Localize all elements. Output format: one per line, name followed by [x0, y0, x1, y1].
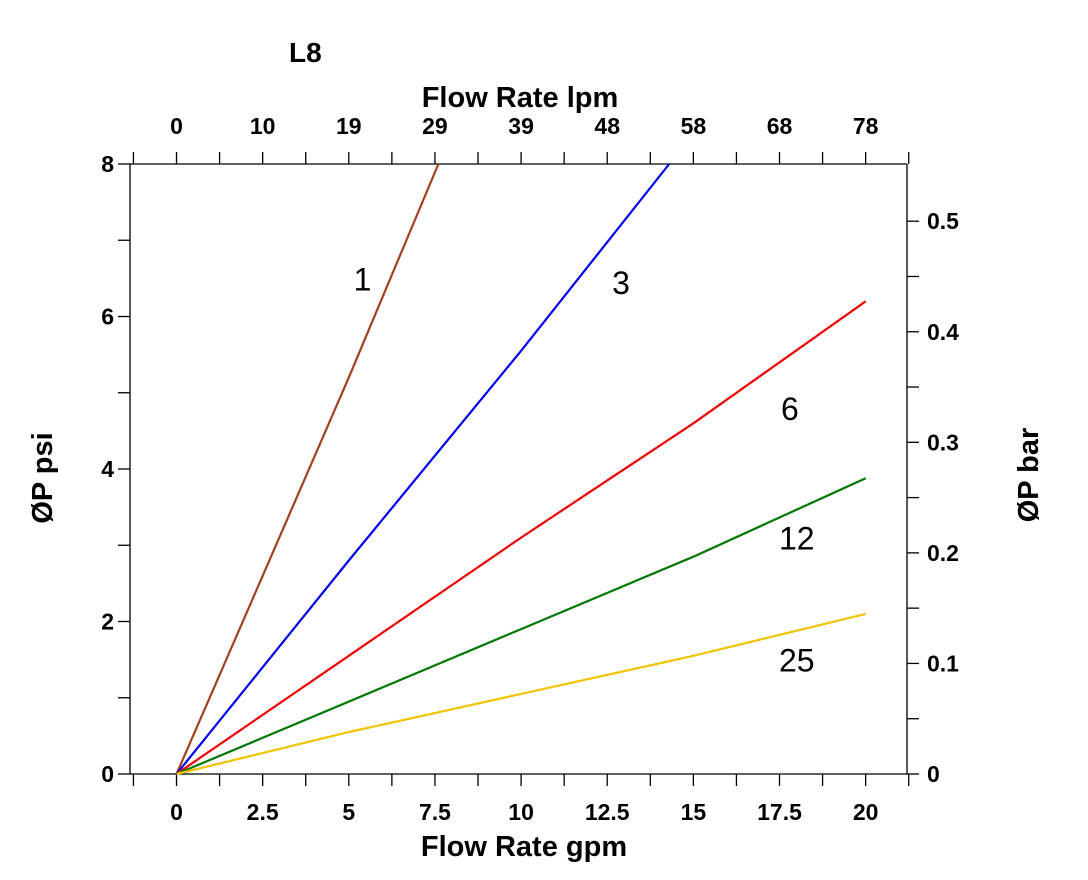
top-x-tick-label: 0	[170, 113, 183, 139]
top-x-tick-label: 78	[853, 113, 879, 139]
right-y-tick-label: 0.2	[927, 540, 959, 566]
series-labels: 1 3 6 12 25	[354, 261, 815, 678]
series-label-3: 3	[612, 265, 630, 301]
series-line-25	[176, 612, 866, 776]
right-y-tick-label: 0.5	[927, 208, 959, 234]
bottom-x-tick-label: 0	[170, 799, 183, 825]
series-lines	[175, 163, 867, 776]
right-y-tick-label: 0.4	[927, 319, 959, 345]
chart-title: L8	[289, 37, 322, 68]
series-label-1: 1	[354, 261, 372, 297]
top-x-tick-label: 29	[422, 113, 448, 139]
left-y-tick-label: 8	[101, 151, 114, 177]
axes	[129, 163, 908, 775]
series-label-6: 6	[781, 391, 799, 427]
right-y-tick-label: 0	[927, 761, 940, 787]
bottom-x-tick-label: 7.5	[419, 799, 451, 825]
series-line-6	[175, 300, 867, 775]
bottom-x-tick-label: 5	[342, 799, 355, 825]
left-y-tick-label: 6	[101, 304, 114, 330]
top-x-tick-label: 58	[681, 113, 707, 139]
series-label-25: 25	[779, 643, 815, 679]
top-x-tick-label: 68	[767, 113, 793, 139]
bottom-x-tick-label: 15	[681, 799, 707, 825]
series-line-12	[176, 477, 867, 776]
bottom-x-tick-label: 12.5	[585, 799, 630, 825]
top-x-tick-label: 48	[594, 113, 620, 139]
series-line-1	[175, 163, 440, 775]
top-x-tick-label: 19	[336, 113, 362, 139]
series-label-12: 12	[779, 521, 815, 557]
top-x-tick-label: 10	[250, 113, 276, 139]
top-x-axis-title: Flow Rate lpm	[422, 82, 619, 114]
bottom-x-tick-label: 2.5	[247, 799, 279, 825]
series-line-3	[175, 163, 671, 775]
left-y-tick-label: 4	[101, 456, 114, 482]
bottom-x-tick-label: 20	[853, 799, 879, 825]
left-y-axis-title: ØP psi	[27, 432, 59, 523]
left-y-tick-label: 2	[101, 609, 114, 635]
left-y-tick-label: 0	[101, 761, 114, 787]
bottom-x-axis-title: Flow Rate gpm	[421, 831, 627, 863]
right-y-axis-title: ØP bar	[1013, 428, 1045, 523]
bottom-x-tick-label: 17.5	[757, 799, 802, 825]
right-y-tick-label: 0.3	[927, 429, 959, 455]
ticks: 0 2.5 5 7.5 10 12.5 15 17.5 200 10 19 29 39 48 58 68 780…	[101, 113, 959, 825]
top-x-tick-label: 39	[508, 113, 534, 139]
bottom-x-tick-label: 10	[508, 799, 534, 825]
right-y-tick-label: 0.1	[927, 650, 959, 676]
